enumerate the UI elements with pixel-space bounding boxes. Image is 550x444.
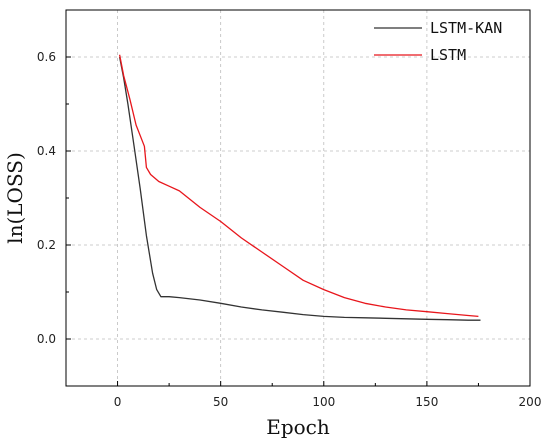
- grid-layer: [66, 10, 530, 386]
- x-tick-label: 100: [312, 395, 335, 409]
- x-tick-label: 200: [519, 395, 542, 409]
- y-axis-title: ln(LOSS): [3, 152, 27, 244]
- series-layer: [118, 54, 481, 321]
- y-tick-label: 0.6: [37, 50, 56, 64]
- plot-frame: [65, 9, 531, 387]
- legend-label-lstm: LSTM: [430, 46, 466, 64]
- legend: LSTM-KAN LSTM: [374, 19, 502, 64]
- tick-layer: 0 50 100 150 200 0.0 0.2 0.4 0.6: [37, 9, 542, 409]
- y-tick-label: 0.2: [37, 238, 56, 252]
- series-line-lstm-kan: [118, 56, 481, 321]
- y-tick-label: 0.0: [37, 332, 56, 346]
- x-tick-label: 0: [114, 395, 122, 409]
- y-tick-label: 0.4: [37, 144, 56, 158]
- legend-label-lstm-kan: LSTM-KAN: [430, 19, 502, 37]
- series-line-lstm: [118, 54, 479, 318]
- x-axis-title: Epoch: [266, 415, 330, 439]
- x-tick-label: 150: [415, 395, 438, 409]
- x-tick-label: 50: [213, 395, 228, 409]
